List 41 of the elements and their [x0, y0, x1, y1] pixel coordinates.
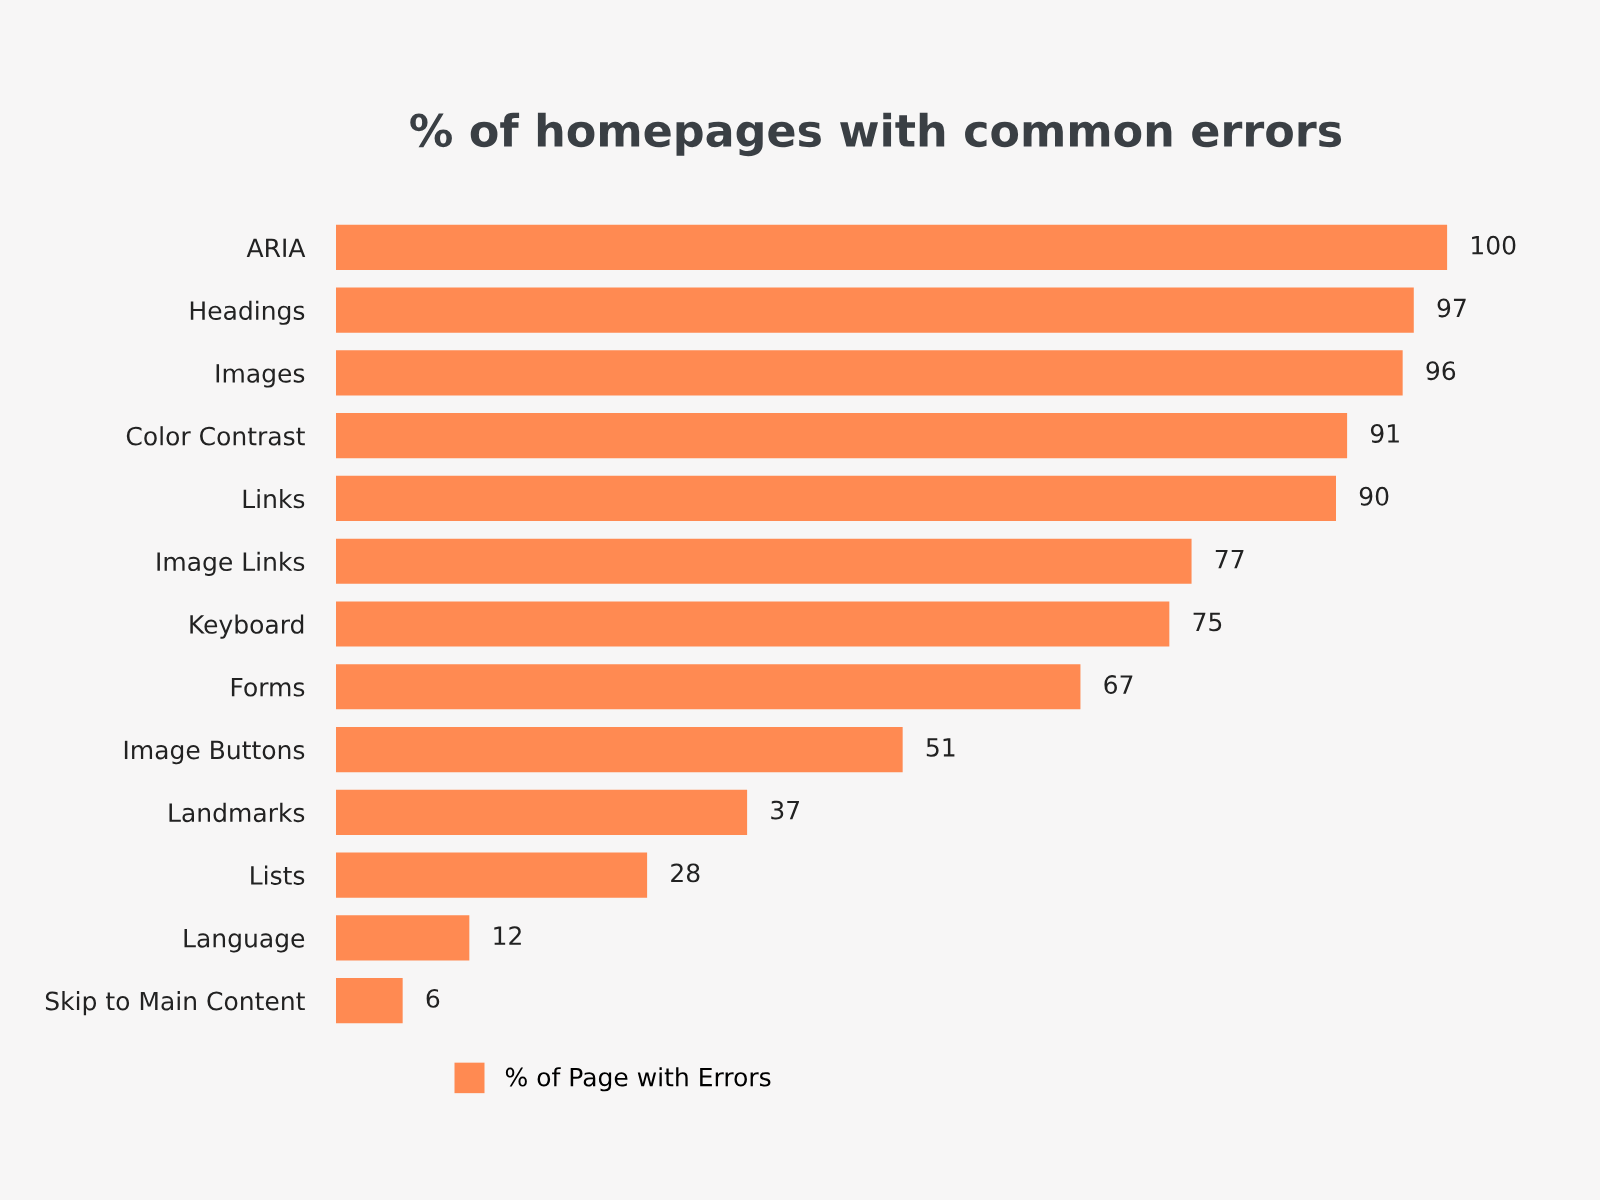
bar [336, 538, 1192, 584]
legend-label: % of Page with Errors [505, 1067, 771, 1092]
data-label: 51 [926, 738, 955, 757]
bar [336, 475, 1336, 522]
data-label: 12 [494, 926, 521, 945]
data-label: 77 [1215, 549, 1244, 569]
data-label: 37 [771, 800, 800, 820]
y-tick-label: Image Buttons [124, 740, 305, 765]
bar [336, 601, 1170, 647]
data-label: 97 [1437, 298, 1466, 318]
data-label: 91 [1370, 424, 1399, 443]
bar [336, 726, 903, 773]
data-label: 6 [426, 988, 440, 1008]
y-tick-label: Links [243, 488, 305, 509]
bar [336, 287, 1414, 333]
bar [336, 915, 470, 961]
y-tick-label: ARIA [246, 238, 306, 257]
data-label: 100 [1472, 235, 1516, 255]
y-tick-label: Language [184, 929, 305, 953]
y-tick-label: Headings [190, 300, 305, 325]
data-label: 67 [1104, 675, 1133, 695]
bar [336, 350, 1403, 396]
y-tick-label: Skip to Main Content [45, 991, 305, 1016]
chart-title: % of homepages with common errors [410, 112, 1342, 157]
data-label: 75 [1193, 612, 1222, 632]
y-tick-label: Keyboard [190, 614, 304, 639]
bar [336, 978, 403, 1024]
data-label: 90 [1359, 486, 1389, 506]
y-tick-label: Image Links [157, 551, 305, 576]
y-tick-label: Images [216, 364, 305, 388]
data-label: 96 [1426, 361, 1456, 381]
y-tick-label: Forms [231, 678, 305, 697]
data-label: 28 [671, 863, 700, 883]
bar [336, 224, 1448, 270]
bar [336, 413, 1348, 459]
y-tick-label: Landmarks [169, 802, 305, 823]
bar [336, 852, 648, 898]
y-tick-label: Color Contrast [126, 426, 305, 446]
bar [336, 789, 748, 835]
y-tick-label: Lists [251, 865, 305, 885]
bar [336, 664, 1081, 710]
